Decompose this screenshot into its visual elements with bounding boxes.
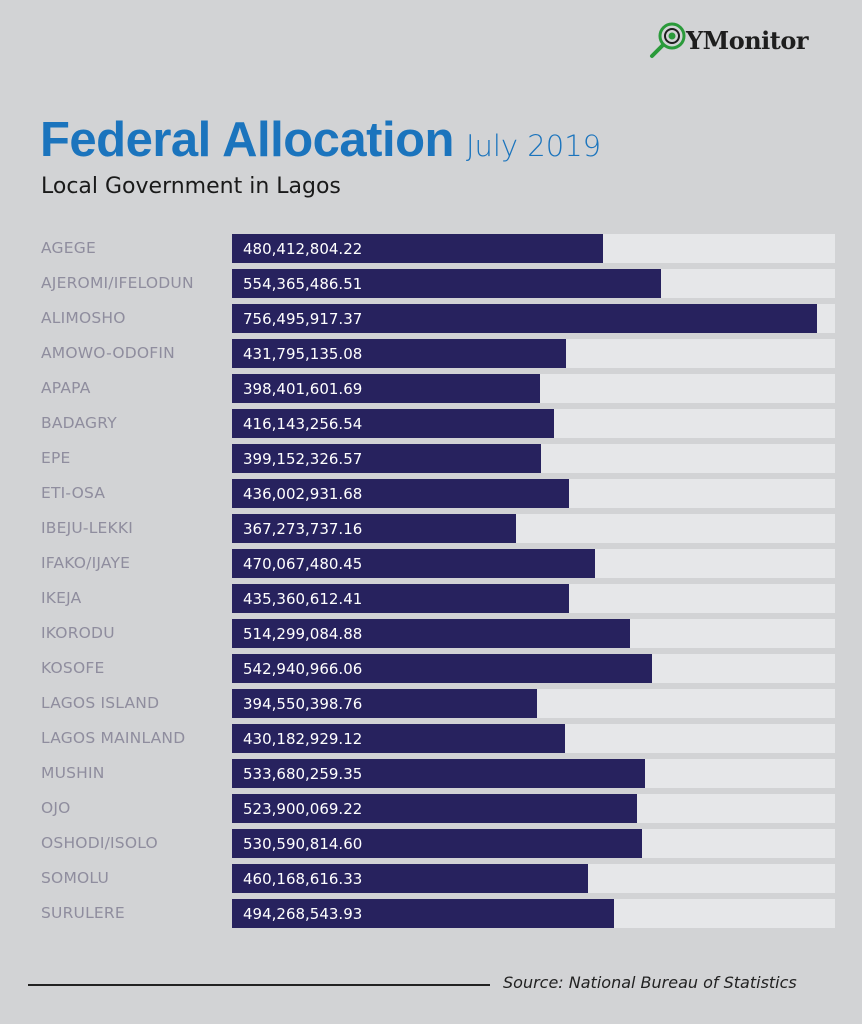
category-label: AMOWO-ODOFIN bbox=[41, 344, 175, 362]
data-label: 530,590,814.60 bbox=[243, 835, 363, 853]
data-label: 554,365,486.51 bbox=[243, 275, 363, 293]
page-title: Federal Allocation July 2019 bbox=[40, 112, 601, 168]
category-label: SOMOLU bbox=[41, 869, 110, 887]
data-label: 480,412,804.22 bbox=[243, 240, 363, 258]
data-label: 494,268,543.93 bbox=[243, 905, 363, 923]
category-label: IKORODU bbox=[41, 624, 115, 642]
data-label: 394,550,398.76 bbox=[243, 695, 363, 713]
data-label: 470,067,480.45 bbox=[243, 555, 363, 573]
ymonitor-logo: YMonitor bbox=[648, 20, 809, 60]
data-label: 399,152,326.57 bbox=[243, 450, 363, 468]
category-label: APAPA bbox=[41, 379, 91, 397]
bar bbox=[232, 549, 595, 578]
footer-divider bbox=[28, 984, 490, 986]
data-label: 533,680,259.35 bbox=[243, 765, 363, 783]
category-label: IFAKO/IJAYE bbox=[41, 554, 131, 572]
bar bbox=[232, 269, 661, 298]
data-label: 367,273,737.16 bbox=[243, 520, 363, 538]
data-label: 523,900,069.22 bbox=[243, 800, 363, 818]
magnifier-eye-icon bbox=[650, 22, 686, 58]
data-label: 756,495,917.37 bbox=[243, 310, 363, 328]
bar bbox=[232, 339, 566, 368]
category-label: LAGOS ISLAND bbox=[41, 694, 160, 712]
bar bbox=[232, 864, 588, 893]
bar bbox=[232, 234, 603, 263]
bar bbox=[232, 724, 565, 753]
category-label: KOSOFE bbox=[41, 659, 105, 677]
data-label: 436,002,931.68 bbox=[243, 485, 363, 503]
category-label: AJEROMI/IFELODUN bbox=[41, 274, 194, 292]
bar bbox=[232, 374, 540, 403]
category-label: ETI-OSA bbox=[41, 484, 106, 502]
category-label: OJO bbox=[41, 799, 71, 817]
title-date: July 2019 bbox=[465, 129, 602, 163]
category-label: IKEJA bbox=[41, 589, 82, 607]
bar bbox=[232, 794, 637, 823]
title-main: Federal Allocation bbox=[40, 113, 454, 167]
bar bbox=[232, 409, 554, 438]
page-subtitle: Local Government in Lagos bbox=[41, 174, 341, 199]
data-label: 460,168,616.33 bbox=[243, 870, 363, 888]
category-label: BADAGRY bbox=[41, 414, 117, 432]
logo-text: YMonitor bbox=[686, 25, 809, 55]
category-label: OSHODI/ISOLO bbox=[41, 834, 158, 852]
category-label: AGEGE bbox=[41, 239, 96, 257]
data-label: 435,360,612.41 bbox=[243, 590, 363, 608]
category-label: MUSHIN bbox=[41, 764, 105, 782]
data-label: 542,940,966.06 bbox=[243, 660, 363, 678]
category-label: EPE bbox=[41, 449, 71, 467]
data-label: 398,401,601.69 bbox=[243, 380, 363, 398]
bar bbox=[232, 619, 630, 648]
data-label: 430,182,929.12 bbox=[243, 730, 363, 748]
data-label: 416,143,256.54 bbox=[243, 415, 363, 433]
data-label: 514,299,084.88 bbox=[243, 625, 363, 643]
bar bbox=[232, 479, 569, 508]
category-label: LAGOS MAINLAND bbox=[41, 729, 186, 747]
bar bbox=[232, 899, 614, 928]
data-label: 431,795,135.08 bbox=[243, 345, 363, 363]
source-note: Source: National Bureau of Statistics bbox=[503, 973, 797, 992]
bar bbox=[232, 654, 652, 683]
bar bbox=[232, 444, 541, 473]
category-label: ALIMOSHO bbox=[41, 309, 126, 327]
bar bbox=[232, 514, 516, 543]
bar bbox=[232, 829, 642, 858]
bar bbox=[232, 584, 569, 613]
bar bbox=[232, 759, 645, 788]
bar bbox=[232, 689, 537, 718]
bar bbox=[232, 304, 817, 333]
category-label: IBEJU-LEKKI bbox=[41, 519, 134, 537]
category-label: SURULERE bbox=[41, 904, 125, 922]
